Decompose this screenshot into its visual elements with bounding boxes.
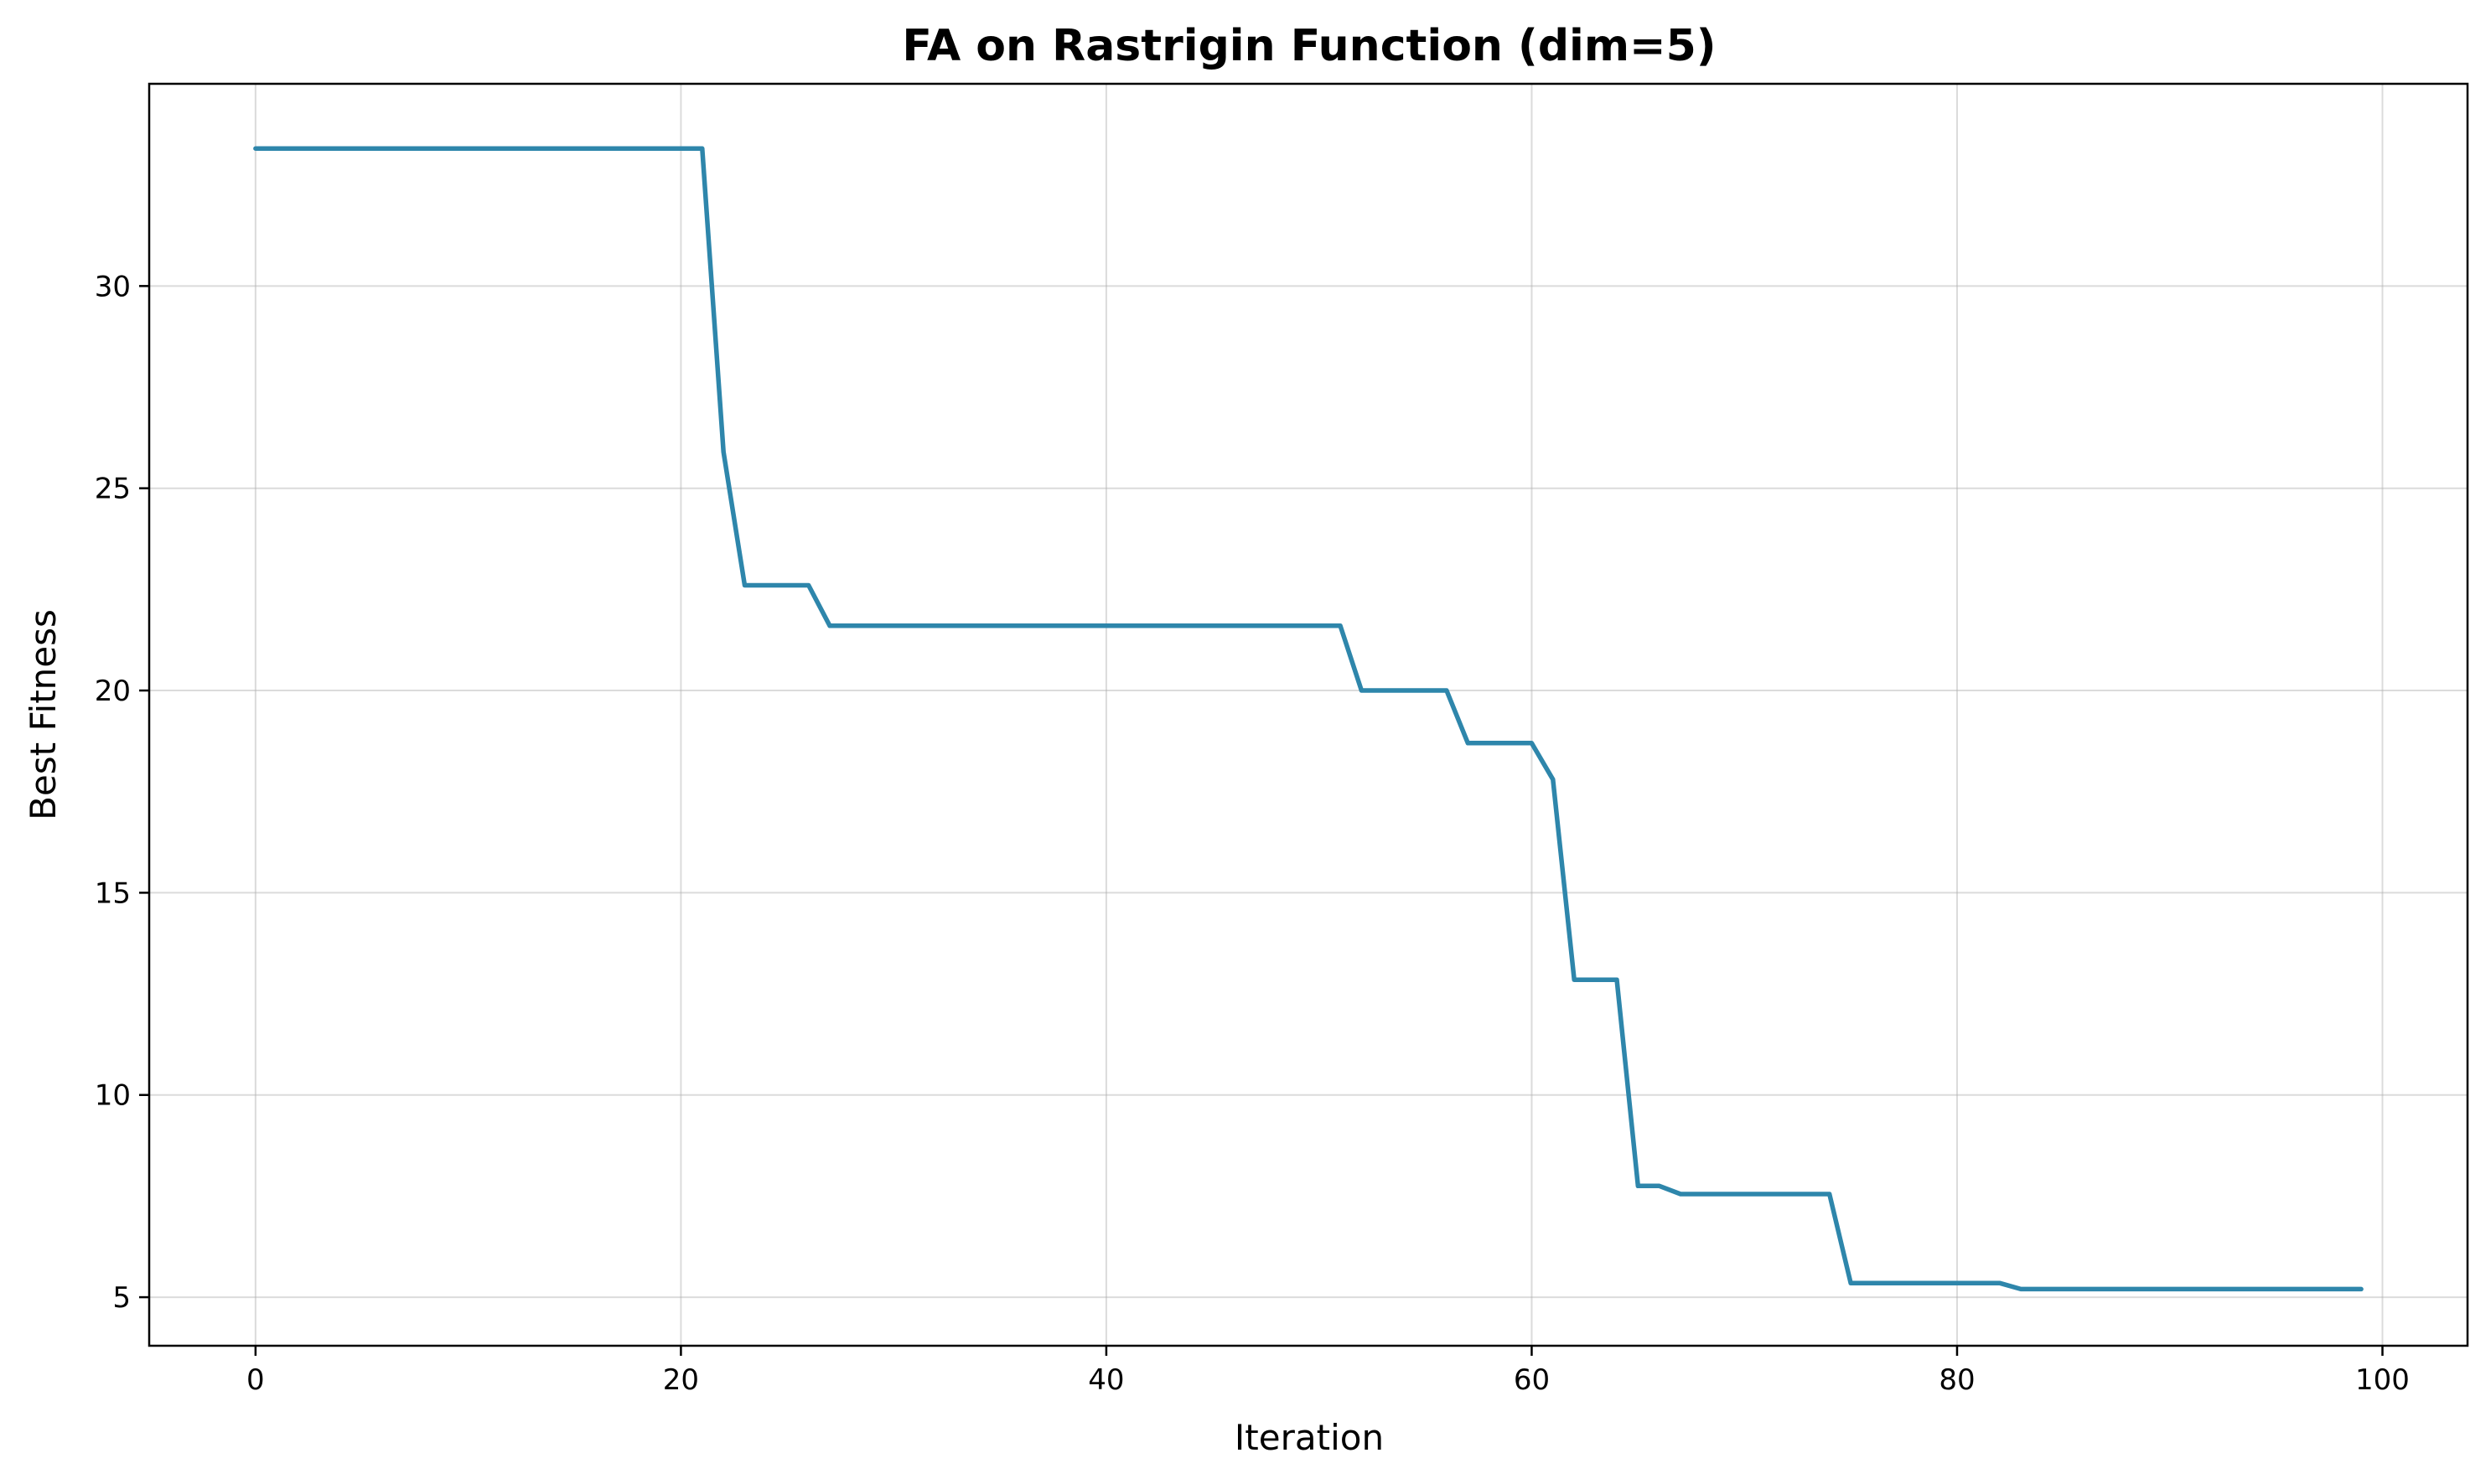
y-tick-label: 10	[95, 1079, 131, 1113]
y-tick-label: 30	[95, 270, 131, 303]
x-tick-label: 20	[663, 1363, 699, 1397]
y-axis-label: Best Fitness	[23, 609, 64, 820]
ticks: 0 20 40 60 80 100 5 10 15 20 25 30	[95, 270, 2410, 1397]
x-tick-label: 40	[1088, 1363, 1124, 1397]
x-tick-label: 100	[2355, 1363, 2410, 1397]
x-tick-label: 0	[246, 1363, 265, 1397]
x-axis-label: Iteration	[1235, 1417, 1384, 1458]
plot-frame	[148, 82, 2469, 1347]
series-line	[253, 146, 2364, 1292]
y-tick-label: 15	[95, 876, 131, 910]
series-layer	[253, 146, 2364, 1292]
grid	[149, 84, 2468, 1346]
chart-title: FA on Rastrigin Function (dim=5)	[902, 21, 1716, 71]
y-tick-label: 25	[95, 473, 131, 506]
x-tick-label: 80	[1939, 1363, 1975, 1397]
y-tick-label: 20	[95, 675, 131, 708]
x-tick-label: 60	[1514, 1363, 1550, 1397]
y-tick-label: 5	[112, 1281, 131, 1315]
